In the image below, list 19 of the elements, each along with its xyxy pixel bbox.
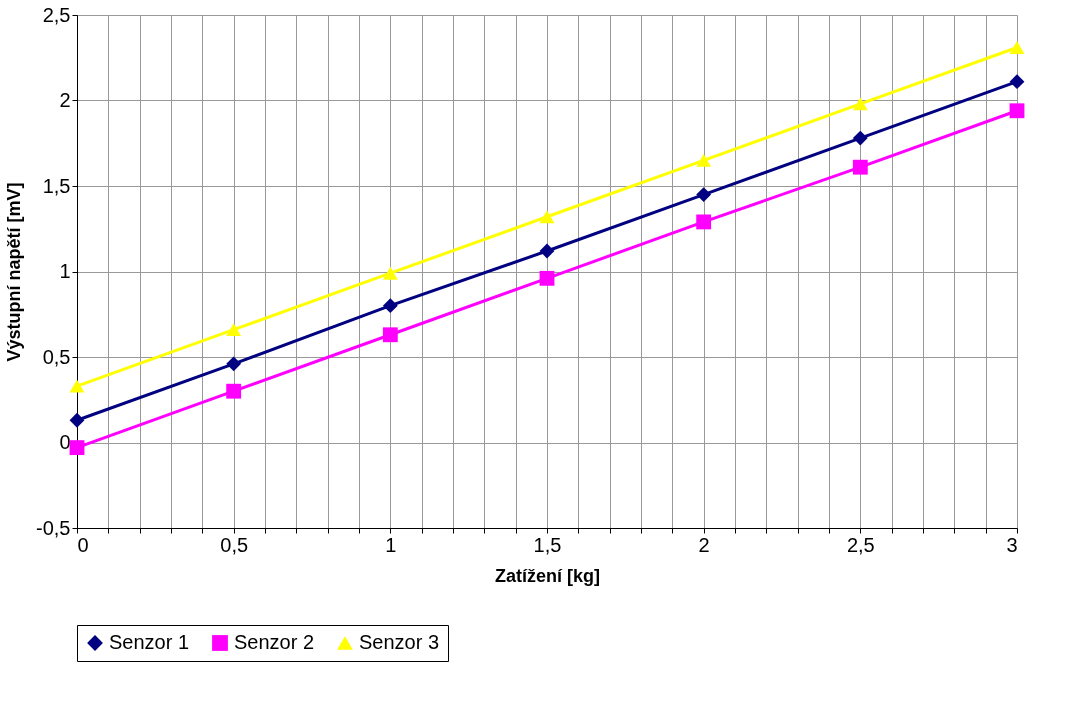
x-tick-label: 2 bbox=[698, 533, 710, 556]
y-tick-label: 1,5 bbox=[42, 174, 71, 197]
y-tick-label: 1 bbox=[59, 260, 71, 282]
y-tick-label: 2,5 bbox=[42, 3, 71, 26]
legend-label: Senzor 3 bbox=[359, 631, 440, 653]
y-tick-label: 2 bbox=[59, 89, 71, 111]
y-tick-label: 0 bbox=[59, 431, 71, 453]
x-tick-label: 1,5 bbox=[533, 533, 562, 556]
y-axis-title: Výstupní napětí [mV] bbox=[4, 182, 25, 362]
x-tick-label: 2,5 bbox=[846, 533, 875, 556]
x-tick-label: 0 bbox=[77, 533, 89, 556]
y-tick-label: -0,5 bbox=[36, 516, 71, 539]
legend-label: Senzor 2 bbox=[234, 631, 315, 653]
x-tick-label: 0,5 bbox=[220, 533, 249, 556]
x-tick-label: 3 bbox=[1006, 533, 1018, 556]
legend-label: Senzor 1 bbox=[109, 631, 190, 653]
y-tick-label: 0,5 bbox=[42, 345, 71, 368]
x-tick-label: 1 bbox=[385, 533, 397, 556]
x-axis-title: Zatížení [kg] bbox=[494, 565, 601, 586]
